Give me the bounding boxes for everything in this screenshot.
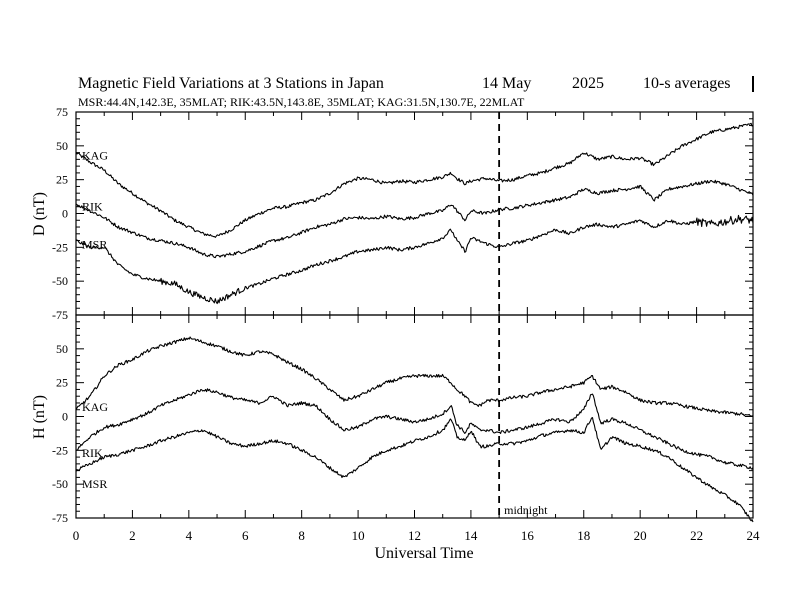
x-tick-label: 10	[352, 528, 365, 543]
x-tick-label: 24	[747, 528, 761, 543]
h-series-lines	[75, 336, 754, 523]
y-tick-label: -75	[52, 511, 68, 525]
y-tick-label: 25	[56, 173, 68, 187]
series-line-kag	[75, 336, 753, 417]
y-tick-label: -25	[52, 240, 68, 254]
chart-year: 2025	[572, 75, 604, 92]
h-series-labels: KAG RIK MSR	[82, 400, 108, 491]
x-tick-label: 20	[634, 528, 647, 543]
h-y-axis-label: H (nT)	[31, 395, 48, 439]
series-line-kag	[75, 122, 754, 238]
chart-averaging: 10-s averages	[643, 75, 731, 92]
series-label-rik: RIK	[82, 446, 103, 460]
x-tick-label: 16	[521, 528, 535, 543]
midnight-annotation: midnight	[504, 503, 548, 517]
x-axis-label: Universal Time	[374, 545, 473, 562]
h-x-axis: 0 2 4 6 8 10 12 14 16 18 20 22 24	[73, 315, 760, 543]
y-tick-label: 50	[56, 139, 68, 153]
series-label-msr: MSR	[82, 238, 107, 252]
x-tick-label: 22	[690, 528, 703, 543]
y-tick-label: 0	[62, 410, 68, 424]
chart-subtitle: MSR:44.4N,142.3E, 35MLAT; RIK:43.5N,143.…	[78, 95, 525, 109]
d-y-axis-label: D (nT)	[31, 192, 48, 236]
y-tick-label: -50	[52, 274, 68, 288]
d-panel: 75 50 25 0 -25 -50 -75 KAG RIK MSR D (nT)	[31, 105, 754, 322]
series-label-msr: MSR	[82, 477, 107, 491]
chart-date: 14 May	[482, 75, 531, 92]
x-tick-label: 6	[242, 528, 249, 543]
series-label-rik: RIK	[82, 200, 103, 214]
h-panel-frame	[75, 314, 754, 519]
series-label-kag: KAG	[82, 400, 108, 414]
chart-title: Magnetic Field Variations at 3 Stations …	[78, 75, 384, 92]
d-y-axis: 75 50 25 0 -25 -50 -75	[52, 105, 753, 322]
d-series-lines	[75, 122, 754, 305]
y-tick-label: 25	[56, 376, 68, 390]
series-line-msr	[75, 214, 754, 305]
y-tick-label: 50	[56, 342, 68, 356]
d-series-labels: KAG RIK MSR	[82, 148, 108, 251]
x-tick-label: 12	[408, 528, 421, 543]
x-tick-label: 18	[577, 528, 590, 543]
x-tick-label: 2	[129, 528, 136, 543]
y-tick-label: -75	[52, 308, 68, 322]
y-tick-label: 0	[62, 207, 68, 221]
y-tick-label: 75	[56, 105, 68, 119]
series-line-rik	[75, 388, 754, 470]
series-label-kag: KAG	[82, 148, 108, 162]
series-line-rik	[75, 179, 754, 259]
x-tick-label: 14	[464, 528, 478, 543]
y-tick-label: -50	[52, 477, 68, 491]
x-tick-label: 8	[298, 528, 305, 543]
x-tick-label: 0	[73, 528, 80, 543]
series-line-msr	[75, 417, 754, 523]
x-tick-label: 4	[186, 528, 193, 543]
y-tick-label: -25	[52, 443, 68, 457]
